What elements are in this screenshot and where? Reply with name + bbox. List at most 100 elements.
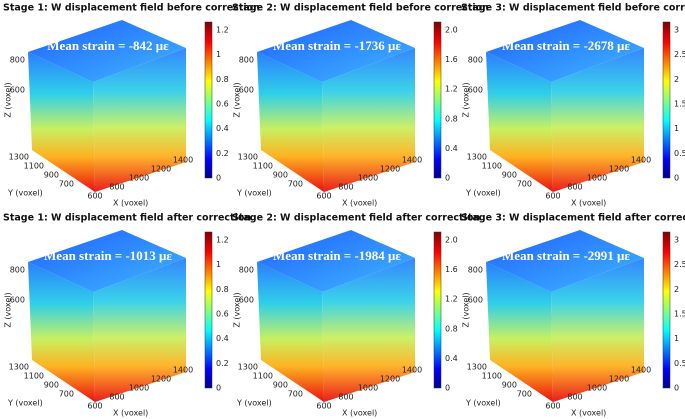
y-axis-label: Y (voxel) (7, 189, 43, 198)
x-tick-label: 600 (316, 192, 331, 201)
y-tick-label: 1100 (253, 162, 273, 171)
colorbar-tick-label: 0.4 (216, 334, 229, 343)
y-tick-label: 700 (288, 390, 303, 399)
x-axis-label: X (voxel) (571, 199, 606, 208)
cube-right-face (322, 48, 415, 192)
x-axis-label: X (voxel) (342, 199, 377, 208)
y-tick-label: 1100 (253, 372, 273, 381)
colorbar (204, 21, 213, 179)
x-tick-label: 1400 (631, 156, 651, 165)
cube-right-face (322, 258, 415, 402)
x-tick-label: 1400 (402, 156, 422, 165)
panel-title: Stage 3: W displacement field after corr… (461, 213, 685, 224)
y-tick-label: 700 (517, 390, 532, 399)
colorbar-tick-label: 2.5 (674, 260, 685, 269)
y-axis-label: Y (voxel) (465, 399, 501, 408)
panel-title: Stage 3: W displacement field before cor… (461, 3, 685, 14)
y-tick-label: 900 (44, 171, 59, 180)
x-tick-label: 1000 (358, 384, 378, 393)
z-axis-label: Z (voxel) (233, 292, 242, 327)
z-tick-label: 600 (10, 86, 25, 95)
x-tick-label: 800 (338, 183, 353, 192)
strain-annotation: Mean strain = -2678 με (502, 38, 630, 53)
x-tick-label: 1400 (173, 156, 193, 165)
colorbar-tick-label: 0.5 (674, 359, 685, 368)
y-axis-label: Y (voxel) (236, 399, 272, 408)
z-axis-label: Z (voxel) (4, 292, 13, 327)
colorbar-tick-label: 0.6 (216, 100, 229, 109)
x-tick-label: 600 (87, 402, 102, 411)
x-tick-label: 1200 (380, 375, 400, 384)
x-tick-label: 1400 (173, 366, 193, 375)
z-tick-label: 800 (468, 56, 483, 65)
x-tick-label: 600 (545, 192, 560, 201)
z-tick-label: 600 (239, 296, 254, 305)
colorbar-tick-label: 0 (674, 174, 679, 183)
cube-top-face (257, 20, 415, 82)
y-axis-label: Y (voxel) (7, 399, 43, 408)
z-tick-label: 800 (239, 266, 254, 275)
y-tick-label: 1300 (467, 153, 487, 162)
colorbar-tick-label: 1 (674, 334, 679, 343)
colorbar-tick-label: 0 (445, 384, 450, 393)
colorbar (662, 231, 671, 389)
x-tick-label: 1200 (380, 165, 400, 174)
cube-top-face (257, 230, 415, 292)
colorbar-tick-label: 0.2 (216, 149, 229, 158)
z-tick-label: 600 (468, 86, 483, 95)
colorbar (433, 231, 442, 389)
cube-top-face (28, 20, 186, 82)
colorbar-tick-label: 0.8 (445, 324, 458, 333)
strain-annotation: Mean strain = -1736 με (273, 38, 401, 53)
x-tick-label: 600 (545, 402, 560, 411)
y-tick-label: 700 (517, 180, 532, 189)
cube-left-face (28, 52, 95, 192)
colorbar-tick-label: 1.2 (445, 85, 458, 94)
colorbar-tick-label: 0 (445, 174, 450, 183)
colorbar-tick-label: 2 (674, 75, 679, 84)
z-axis-label: Z (voxel) (462, 82, 471, 117)
y-tick-label: 1300 (467, 363, 487, 372)
x-tick-label: 1200 (609, 375, 629, 384)
y-tick-label: 1100 (482, 372, 502, 381)
colorbar (433, 21, 442, 179)
colorbar-tick-label: 0 (674, 384, 679, 393)
colorbar-tick-label: 0.2 (216, 359, 229, 368)
cube-left-face (28, 262, 95, 402)
x-tick-label: 800 (109, 393, 124, 402)
cube-right-face (551, 258, 644, 402)
panel-title: Stage 1: W displacement field before cor… (3, 3, 260, 14)
y-tick-label: 900 (273, 381, 288, 390)
y-axis-label: Y (voxel) (236, 189, 272, 198)
z-tick-label: 600 (468, 296, 483, 305)
colorbar-tick-label: 1.5 (674, 310, 685, 319)
cube-left-face (486, 52, 553, 192)
y-tick-label: 900 (502, 381, 517, 390)
colorbar-tick-label: 1.2 (216, 236, 229, 245)
y-tick-label: 1300 (9, 153, 29, 162)
x-tick-label: 1400 (402, 366, 422, 375)
strain-annotation: Mean strain = -2991 με (502, 248, 630, 263)
z-axis-label: Z (voxel) (233, 82, 242, 117)
x-tick-label: 800 (109, 183, 124, 192)
x-tick-label: 1400 (631, 366, 651, 375)
panel-title: Stage 2: W displacement field after corr… (232, 213, 480, 224)
x-tick-label: 600 (87, 192, 102, 201)
colorbar-tick-label: 2 (674, 285, 679, 294)
y-tick-label: 1300 (238, 363, 258, 372)
panel-title: Stage 1: W displacement field after corr… (3, 213, 251, 224)
colorbar (204, 231, 213, 389)
panel-title: Stage 2: W displacement field before cor… (232, 3, 489, 14)
cube-top-face (28, 230, 186, 292)
y-tick-label: 700 (288, 180, 303, 189)
colorbar-tick-label: 1 (216, 50, 221, 59)
x-tick-label: 800 (567, 183, 582, 192)
y-axis-label: Y (voxel) (465, 189, 501, 198)
colorbar-tick-label: 1.2 (216, 26, 229, 35)
colorbar-tick-label: 0.8 (216, 75, 229, 84)
x-axis-label: X (voxel) (113, 199, 148, 208)
x-tick-label: 1000 (587, 174, 607, 183)
x-tick-label: 800 (567, 393, 582, 402)
colorbar-tick-label: 0.8 (445, 114, 458, 123)
